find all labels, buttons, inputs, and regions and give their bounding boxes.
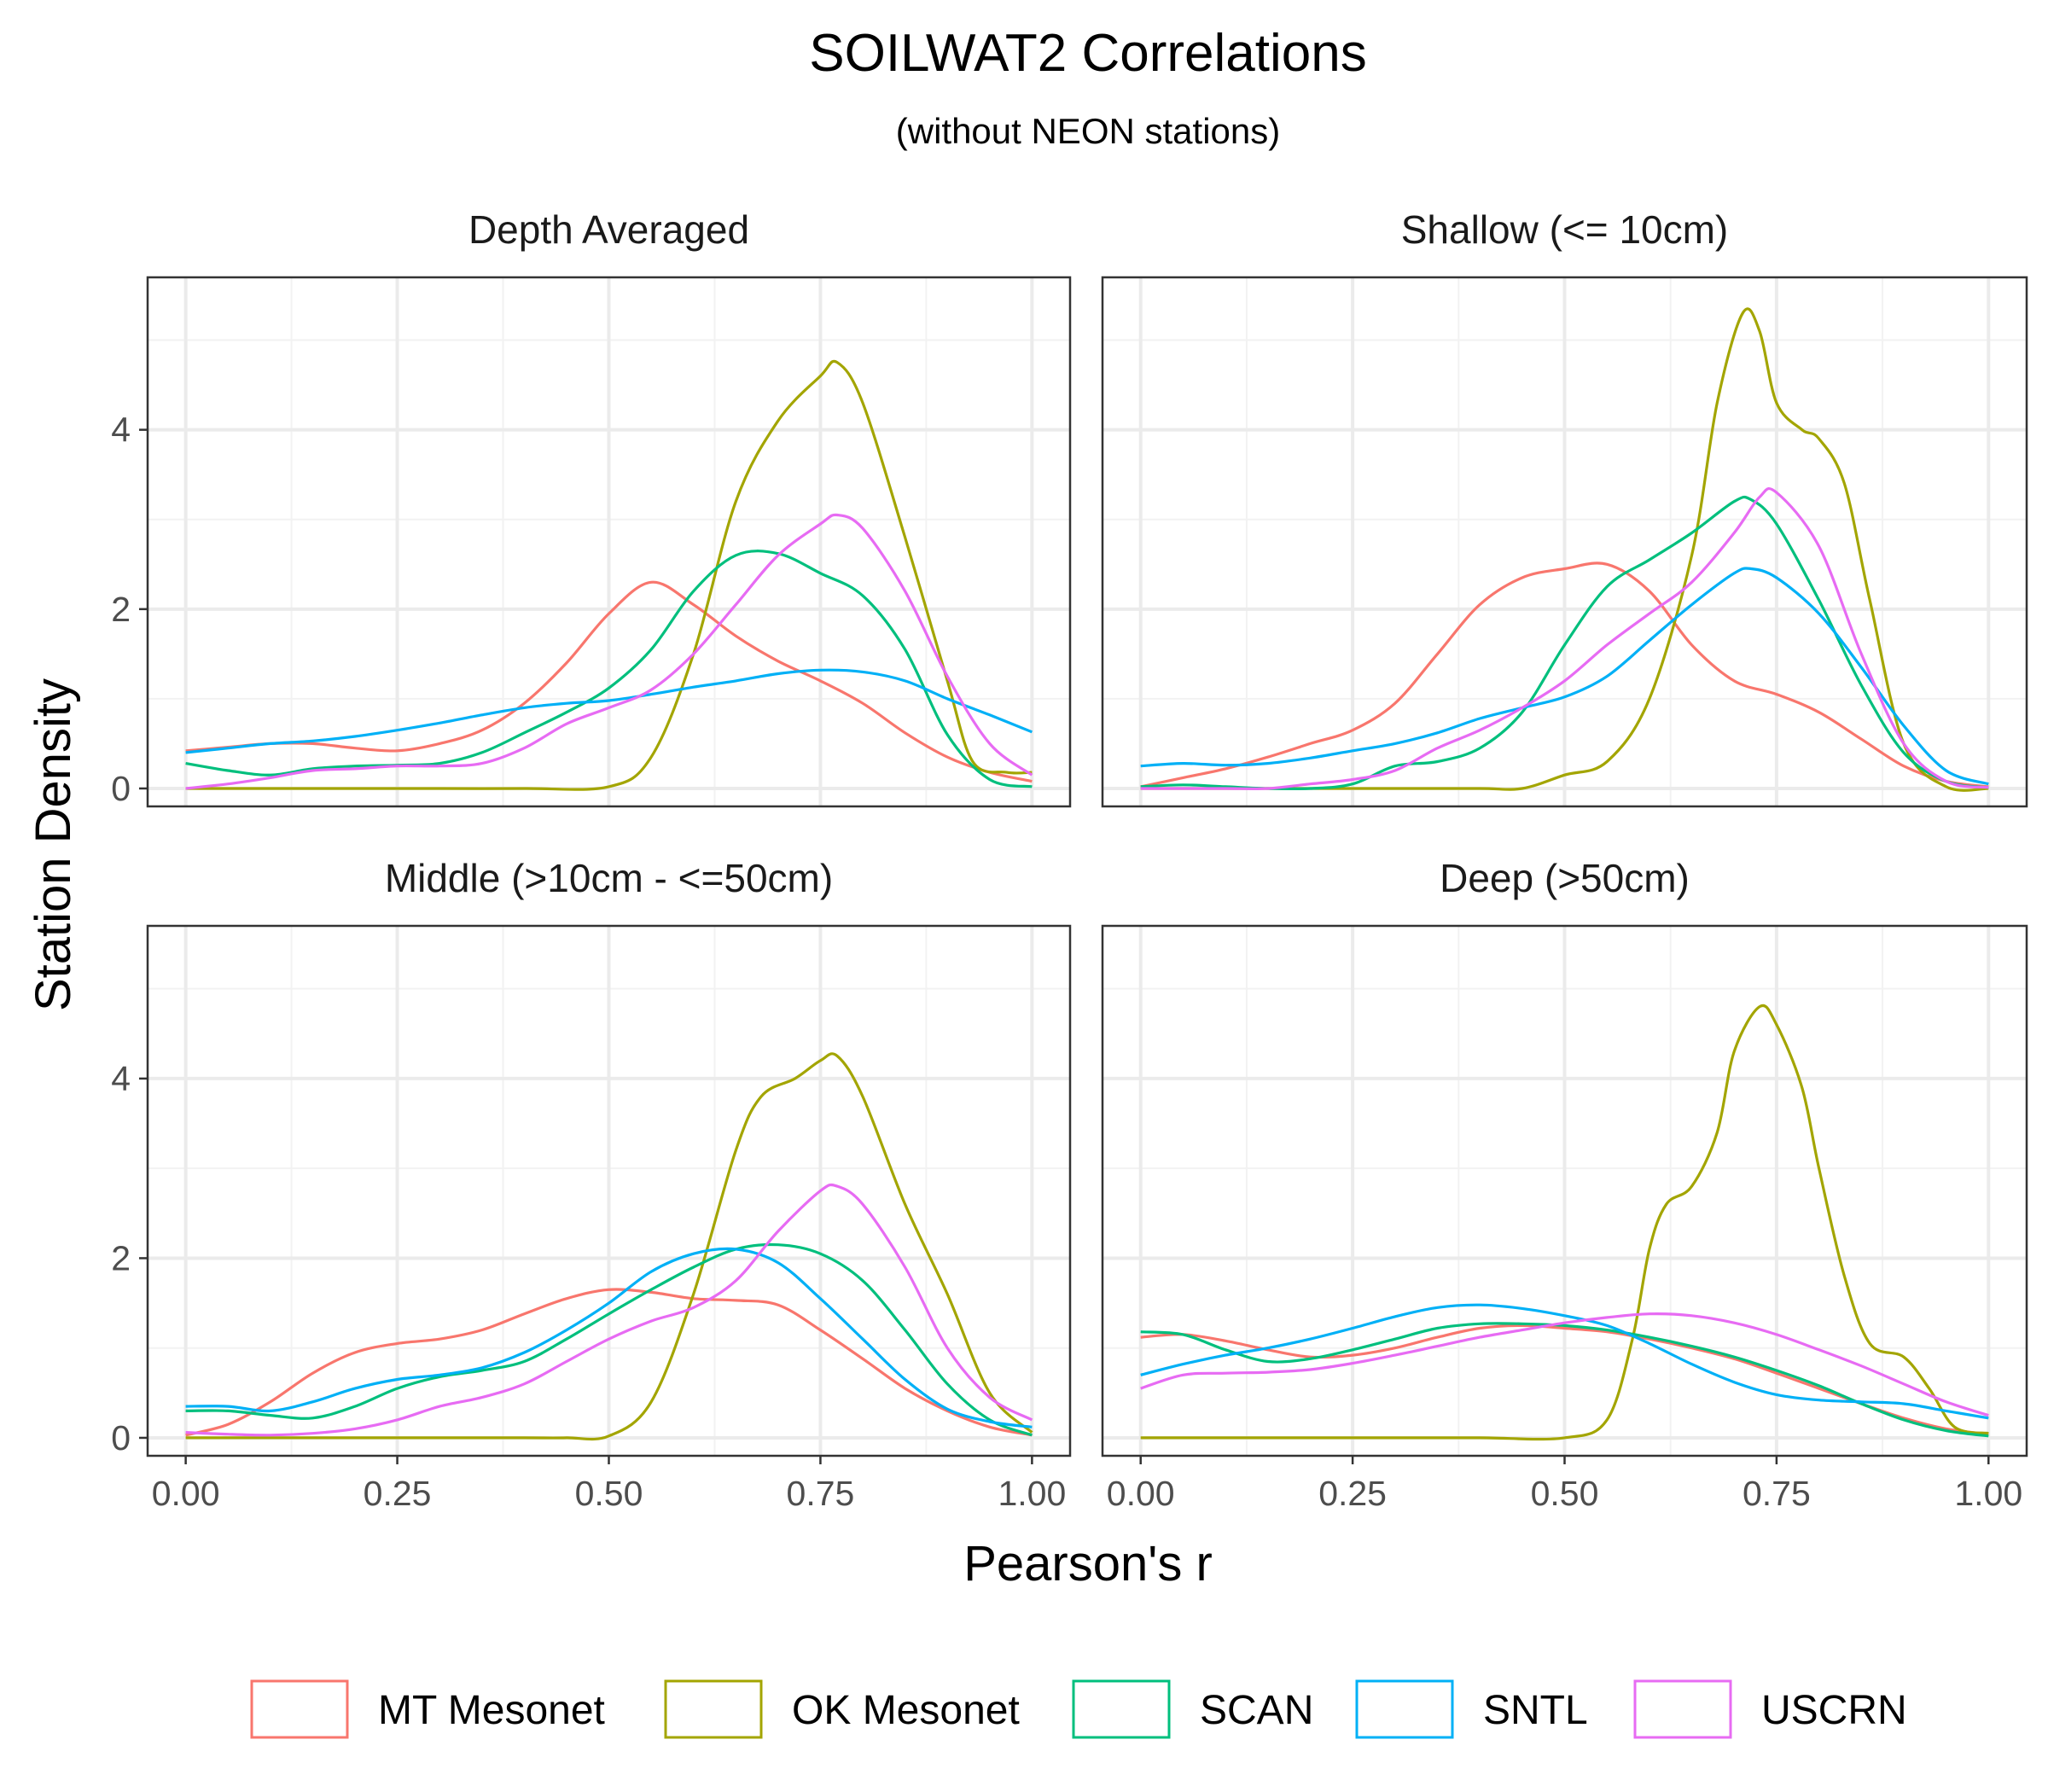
legend: MT Mesonet OK Mesonet SCAN SNTL USCRN xyxy=(250,1679,1907,1739)
series-line-scan xyxy=(1140,495,1989,791)
panel-2: Shallow (<= 10cm) xyxy=(1101,207,2028,808)
legend-item-sntl: SNTL xyxy=(1355,1679,1588,1739)
series-line-scan xyxy=(185,550,1033,788)
series-line-sntl xyxy=(1140,567,1989,786)
legend-item-ok-mesonet: OK Mesonet xyxy=(664,1679,1020,1739)
panel-label: Depth Averaged xyxy=(468,207,749,252)
panel-3: Middle (>10cm - <=50cm) 0 2 4 0.00 0.25 0.50 0.… xyxy=(111,856,1072,1513)
series-line-sntl xyxy=(1140,1303,1989,1420)
series-line-scan xyxy=(185,1242,1033,1437)
legend-label: SNTL xyxy=(1483,1688,1588,1733)
series-line-ok-mesonet xyxy=(185,1052,1033,1441)
series-line-uscrn xyxy=(185,1183,1033,1437)
panel-label: Middle (>10cm - <=50cm) xyxy=(385,856,833,900)
series-line-mt-mesonet xyxy=(185,580,1033,783)
legend-key xyxy=(664,1679,763,1739)
legend-label: USCRN xyxy=(1761,1688,1907,1733)
chart-title: SOILWAT2 Correlations xyxy=(809,24,1366,83)
y-tick-label: 0 xyxy=(111,1418,131,1457)
y-tick-label: 4 xyxy=(111,1059,131,1098)
y-axis-title: Station Density xyxy=(26,678,81,1011)
legend-key xyxy=(250,1679,349,1739)
series-line-ok-mesonet xyxy=(1140,1004,1989,1441)
legend-label: OK Mesonet xyxy=(792,1688,1020,1733)
y-tick-label: 2 xyxy=(111,590,131,629)
series-line-uscrn xyxy=(1140,1312,1989,1417)
y-tick-label: 4 xyxy=(111,410,131,450)
x-tick-label: 0.00 xyxy=(152,1474,220,1513)
x-tick-label: 1.00 xyxy=(998,1474,1066,1513)
x-axis-title: Pearson's r xyxy=(963,1536,1213,1591)
series-line-uscrn xyxy=(185,513,1033,790)
x-tick-label: 0.25 xyxy=(364,1474,432,1513)
y-tick-label: 2 xyxy=(111,1238,131,1277)
legend-item-mt-mesonet: MT Mesonet xyxy=(250,1679,605,1739)
panel-1: Depth Averaged 0 2 4 xyxy=(111,207,1072,808)
legend-label: MT Mesonet xyxy=(378,1688,605,1733)
panel-4: Deep (>50cm) 0.00 0.25 0.50 0.75 1.00 xyxy=(1101,856,2028,1513)
panel-border xyxy=(146,276,1072,808)
chart-subtitle: (without NEON stations) xyxy=(896,111,1280,151)
legend-label: SCAN xyxy=(1200,1688,1313,1733)
series-line-mt-mesonet xyxy=(1140,561,1989,788)
series-line-ok-mesonet xyxy=(1140,307,1989,792)
series-line-sntl xyxy=(185,668,1033,754)
legend-key xyxy=(1355,1679,1454,1739)
legend-key xyxy=(1633,1679,1732,1739)
legend-item-scan: SCAN xyxy=(1072,1679,1313,1739)
panel-border xyxy=(1101,276,2028,808)
x-tick-label: 0.25 xyxy=(1318,1474,1387,1513)
x-tick-label: 0.75 xyxy=(1743,1474,1811,1513)
x-tick-label: 0.50 xyxy=(575,1474,643,1513)
x-tick-label: 0.50 xyxy=(1531,1474,1599,1513)
panel-label: Deep (>50cm) xyxy=(1440,856,1690,900)
series-line-sntl xyxy=(185,1247,1033,1428)
panels-layer: Depth Averaged 0 2 4 Shallow (<= 10cm) Middle… xyxy=(111,207,2028,1513)
x-tick-label: 0.75 xyxy=(787,1474,855,1513)
series-line-mt-mesonet xyxy=(185,1288,1033,1437)
series-line-scan xyxy=(1140,1322,1989,1438)
legend-item-uscrn: USCRN xyxy=(1633,1679,1907,1739)
y-tick-label: 0 xyxy=(111,769,131,808)
legend-key xyxy=(1072,1679,1171,1739)
x-tick-label: 1.00 xyxy=(1954,1474,2022,1513)
panel-label: Shallow (<= 10cm) xyxy=(1401,207,1729,252)
x-tick-label: 0.00 xyxy=(1107,1474,1175,1513)
series-line-uscrn xyxy=(1140,486,1989,790)
